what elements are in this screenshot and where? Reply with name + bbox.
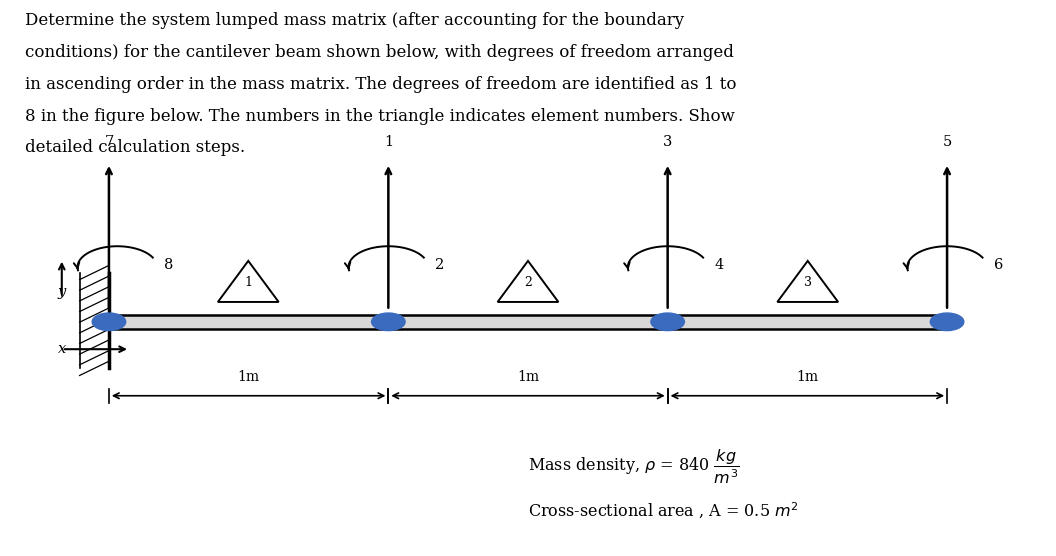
- Text: 3: 3: [804, 276, 812, 289]
- Text: 7: 7: [105, 135, 114, 150]
- Text: 1m: 1m: [517, 370, 539, 384]
- Text: detailed calculation steps.: detailed calculation steps.: [25, 140, 245, 156]
- Text: 8: 8: [165, 259, 174, 272]
- Text: y: y: [58, 285, 65, 299]
- Text: 6: 6: [994, 259, 1003, 272]
- Text: in ascending order in the mass matrix. The degrees of freedom are identified as : in ascending order in the mass matrix. T…: [25, 76, 737, 93]
- Text: conditions) for the cantilever beam shown below, with degrees of freedom arrange: conditions) for the cantilever beam show…: [25, 44, 734, 61]
- Text: Mass density, $\rho$ = 840 $\dfrac{kg}{m^3}$: Mass density, $\rho$ = 840 $\dfrac{kg}{m…: [528, 448, 739, 486]
- Circle shape: [92, 313, 126, 331]
- Text: 2: 2: [435, 259, 445, 272]
- Polygon shape: [777, 261, 838, 302]
- Text: 1: 1: [383, 135, 393, 150]
- Text: x: x: [58, 342, 65, 356]
- Text: 8 in the figure below. The numbers in the triangle indicates element numbers. Sh: 8 in the figure below. The numbers in th…: [25, 108, 735, 125]
- Text: 3: 3: [663, 135, 673, 150]
- Circle shape: [372, 313, 406, 331]
- Text: 5: 5: [942, 135, 951, 150]
- Text: 1: 1: [244, 276, 252, 289]
- Circle shape: [650, 313, 684, 331]
- Polygon shape: [497, 261, 559, 302]
- Text: Determine the system lumped mass matrix (after accounting for the boundary: Determine the system lumped mass matrix …: [25, 12, 684, 29]
- Text: 1m: 1m: [238, 370, 260, 384]
- Text: 2: 2: [524, 276, 532, 289]
- Circle shape: [930, 313, 964, 331]
- Text: Cross-sectional area , A = 0.5 $m^2$: Cross-sectional area , A = 0.5 $m^2$: [528, 501, 798, 521]
- Polygon shape: [218, 261, 279, 302]
- Text: 1m: 1m: [796, 370, 818, 384]
- Text: 4: 4: [715, 259, 724, 272]
- Polygon shape: [109, 315, 947, 329]
